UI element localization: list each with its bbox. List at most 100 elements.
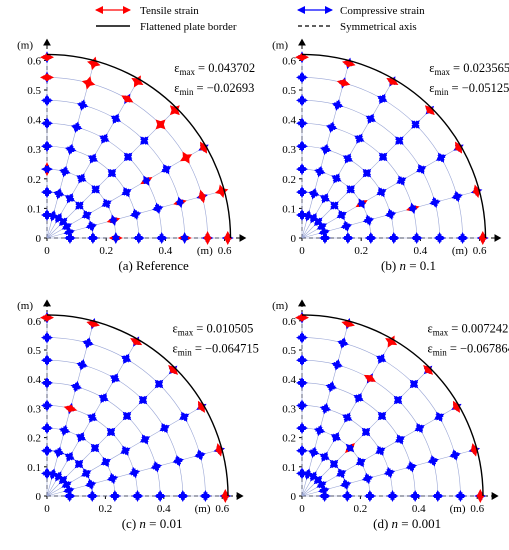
tensile-strain-glyph (470, 443, 479, 457)
compressive-strain-glyph (428, 455, 438, 467)
compressive-strain-glyph (330, 201, 339, 210)
y-tick-label: 0.4 (282, 115, 296, 127)
y-tick-label: 0.3 (27, 403, 41, 415)
y-tick-label: 0.1 (282, 203, 296, 215)
compressive-strain-glyph (307, 447, 320, 457)
panel-c: 0.6 0.5 0.4 0.3 0.2 0.1 0 (m) 0 0.2 0.4 0.6 (m) εmax =… (17, 299, 259, 531)
compressive-strain-glyph (319, 193, 331, 203)
tensile-strain-glyph (130, 337, 143, 346)
compressive-strain-glyph (91, 185, 100, 194)
compressive-strain-glyph (64, 193, 76, 203)
x-tick-label: 0 (44, 503, 50, 515)
compressive-strain-glyph (342, 154, 354, 163)
tensile-strain-glyph (169, 105, 180, 116)
x-tick-label: 0.4 (414, 245, 428, 257)
compressive-strain-glyph (87, 154, 99, 163)
compressive-strain-glyph (395, 136, 404, 145)
tensile-strain-glyph (168, 364, 179, 375)
compressive-strain-glyph (436, 152, 446, 163)
compressive-strain-glyph (138, 395, 148, 405)
panel-caption: (b) n = 0.1 (381, 258, 436, 273)
tensile-strain-glyph (87, 59, 101, 68)
compressive-strain-glyph (76, 360, 88, 370)
compressive-strain-glyph (160, 422, 170, 434)
y-tick-label: 0.2 (27, 433, 41, 445)
compressive-strain-glyph (131, 208, 141, 221)
eps-min-label: εmin = −0.02693 (174, 81, 254, 97)
compressive-strain-glyph (121, 354, 132, 364)
compressive-strain-glyph (385, 466, 394, 479)
compressive-strain-glyph (450, 449, 460, 461)
eps-min-label: εmin = −0.067864 (428, 341, 509, 357)
compressive-strain-glyph (415, 422, 425, 434)
tensile-strain-glyph (424, 105, 435, 116)
eps-max-label: εmax = 0.010505 (173, 321, 254, 337)
compressive-strain-glyph (153, 202, 163, 215)
tensile-strain-glyph (423, 364, 434, 375)
tensile-strain-glyph (363, 374, 376, 383)
compressive-strain-glyph (377, 94, 388, 104)
x-tick-label: 0.2 (354, 503, 368, 515)
x-unit-label: (m) (195, 503, 211, 515)
legend-border: Flattened plate border (96, 21, 237, 33)
tensile-strain-glyph (155, 119, 166, 130)
compressive-strain-glyph (345, 443, 355, 453)
y-unit-label: (m) (17, 39, 33, 51)
compressive-strain-glyph (122, 186, 131, 198)
compressive-strain-glyph (377, 411, 387, 421)
legend-tensile: Tensile strain (95, 5, 199, 17)
y-tick-label: 0.3 (282, 144, 296, 156)
compressive-strain-glyph (52, 447, 65, 457)
compressive-strain-glyph (90, 443, 100, 453)
panel-caption: (c) n = 0.01 (122, 516, 183, 531)
tensile-strain-glyph (197, 189, 207, 204)
compressive-strain-glyph (64, 452, 75, 462)
y-tick-label: 0.3 (27, 144, 41, 156)
compressive-strain-glyph (386, 208, 396, 221)
y-unit-label: (m) (17, 300, 33, 312)
x-tick-label: 0.6 (470, 503, 484, 515)
x-unit-label: (m) (197, 245, 213, 257)
x-tick-label: 0.6 (215, 503, 229, 515)
x-unit-label: (m) (452, 245, 468, 257)
legend-compressive-label: Compressive strain (340, 5, 425, 17)
tensile-strain-glyph (215, 443, 224, 457)
compressive-strain-glyph (363, 472, 372, 485)
plate-border (301, 53, 487, 239)
compressive-strain-glyph (313, 426, 326, 435)
compressive-strain-glyph (336, 468, 346, 479)
y-tick-label: 0.1 (282, 462, 296, 474)
compressive-strain-glyph (86, 478, 96, 491)
x-unit-label: (m) (450, 503, 466, 515)
compressive-strain-glyph (314, 167, 326, 176)
compressive-strain-glyph (330, 432, 342, 442)
y-tick-label: 0.5 (282, 85, 296, 97)
y-tick-label: 0.1 (27, 203, 41, 215)
compressive-strain-glyph (53, 189, 65, 199)
compressive-strain-glyph (59, 167, 71, 176)
compressive-strain-glyph (82, 209, 92, 221)
tensile-strain-glyph (199, 141, 208, 154)
compressive-strain-glyph (331, 100, 344, 110)
compressive-strain-glyph (376, 354, 387, 364)
compressive-strain-glyph (409, 379, 419, 389)
compressive-strain-glyph (87, 413, 98, 423)
y-tick-label: 0.2 (282, 174, 296, 186)
compressive-strain-glyph (70, 122, 83, 132)
panel-caption: (d) n = 0.001 (373, 516, 441, 531)
plate-border (46, 314, 229, 497)
compressive-strain-glyph (175, 196, 185, 209)
compressive-strain-glyph (86, 220, 96, 232)
compressive-strain-glyph (101, 456, 111, 468)
x-tick-label: 0.4 (159, 245, 173, 257)
compressive-strain-glyph (319, 144, 332, 154)
compressive-strain-glyph (58, 426, 71, 435)
compressive-strain-glyph (362, 168, 372, 178)
y-tick-label: 0.5 (27, 85, 41, 97)
compressive-strain-glyph (331, 360, 343, 370)
compressive-strain-glyph (341, 478, 351, 491)
compressive-strain-glyph (64, 144, 77, 154)
compressive-strain-glyph (337, 209, 347, 221)
tensile-strain-glyph (342, 59, 356, 68)
